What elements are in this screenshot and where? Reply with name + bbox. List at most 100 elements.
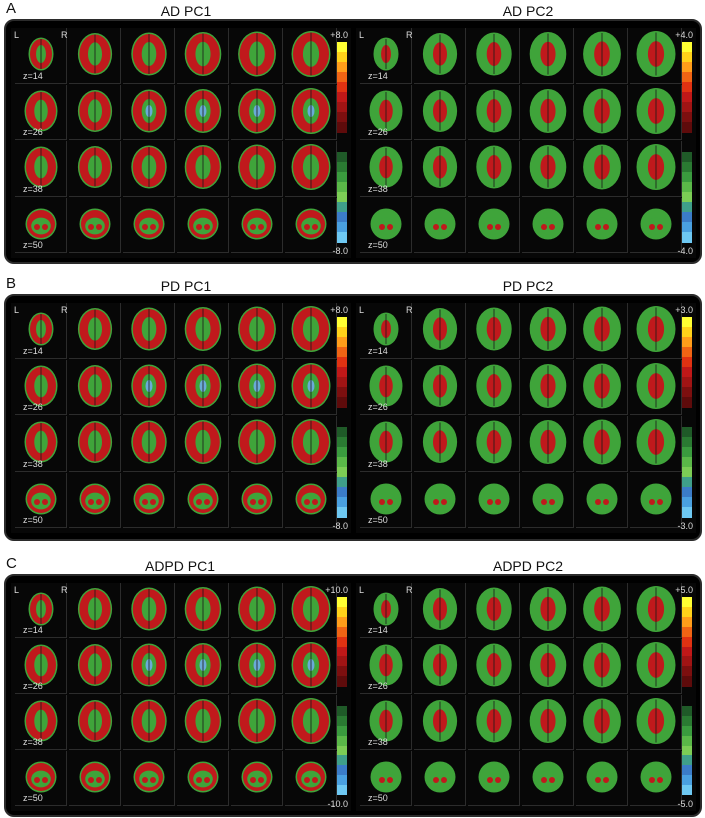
brain-slice [184,307,222,351]
brain-slice-cell [414,28,466,84]
colorbar-segment [682,112,692,123]
brain-slice [131,145,167,189]
brain-slice-cell [69,639,121,694]
brain-slice-cell [414,303,466,359]
brain-slice-cell [231,303,283,359]
colorbar-segment [337,755,347,766]
brain-slice [291,31,331,77]
brain-slice [424,208,456,239]
brain-slice-cell [468,695,520,750]
right-orientation-label: R [406,30,413,40]
brain-slice-cell [231,197,283,253]
brain-slice-cell [231,472,283,528]
brain-slice-cell [15,472,67,528]
brain-slice [583,698,621,744]
brain-slice [79,483,111,514]
z-label: z=38 [368,183,388,194]
brain-slice [187,761,219,793]
z-label: z=26 [368,681,388,691]
colorbar-segment [337,72,347,83]
brain-slice-cell [69,472,121,528]
brain-slice-cell [522,472,574,528]
brain-slice [24,644,58,686]
brain-slice-cell [177,28,229,84]
brain-slice-cell [285,197,337,253]
brain-slice [640,208,672,239]
brain-slice-cell [414,141,466,197]
brain-slice [131,364,167,407]
right-orientation-label: R [61,585,68,595]
brain-slice [133,761,165,793]
colorbar-segment [337,102,347,113]
brain-slice-cell [177,141,229,197]
brain-slice-cell [414,84,466,140]
colorbar-segment [682,785,692,796]
brain-slice [583,642,621,688]
brain-slice-cell [576,583,628,638]
z-label: z=14 [23,70,43,81]
brain-slice-cell [360,84,412,140]
colorbar [337,597,347,796]
brain-slice-cell [177,472,229,528]
colorbar-segment [337,347,347,358]
z-label: z=26 [368,127,388,137]
brain-slice [295,208,327,239]
brain-slice [636,698,676,744]
colorbar-segment [337,182,347,193]
colorbar-segment [337,192,347,203]
brain-slice-cell [468,416,520,472]
colorbar-segment [337,62,347,73]
left-orientation-label: L [14,585,20,595]
colorbar-segment [682,192,692,203]
brain-slice-cell [468,303,520,359]
brain-slice-cell [285,84,337,140]
colorbar-segment [682,212,692,223]
colorbar-segment [682,477,692,488]
brain-slice-cell [522,751,574,806]
brain-slice [238,698,276,744]
brain-slice [529,643,567,687]
brain-slice [586,761,618,793]
colorbar-segment [337,202,347,213]
colorbar-segment [682,337,692,348]
colorbar-segment [682,222,692,233]
colorbar-segment [682,102,692,113]
colorbar-segment [682,347,692,358]
brain-slice [476,643,512,687]
brain-slice-cell [360,303,412,359]
brain-slice-cell [468,359,520,415]
colorbar-segment [682,656,692,667]
colorbar-segment [337,725,347,737]
brain-slice-cell [123,583,175,638]
brain-slice-cell [522,141,574,197]
brain-slice-cell [576,84,628,140]
brain-slice-cell [177,583,229,638]
brain-slice [131,307,167,351]
colorbar [682,597,692,796]
colorbar-segment [337,715,347,727]
brain-slice [369,90,403,131]
brain-slice [131,699,167,743]
section-letter: A [6,0,17,17]
brain-slice-cell [576,28,628,84]
colorbar-segment [682,765,692,776]
brain-slice [241,761,273,793]
brain-slice-cell [522,197,574,253]
brain-slice-cell [360,141,412,197]
z-label: z=26 [23,681,43,691]
brain-slice-cell [576,639,628,694]
brain-slice [24,146,58,188]
brain-slice-cell [285,583,337,638]
brain-slice [370,208,402,239]
brain-slice-cell [285,472,337,528]
colorbar-segment [682,427,692,438]
z-label: z=14 [368,70,388,81]
brain-slice-cell [576,303,628,359]
brain-slice-cell [123,472,175,528]
brain-slice-cell [123,28,175,84]
z-label: z=14 [368,625,388,635]
colorbar-segment [682,42,692,53]
brain-slice [77,644,113,686]
section-b: B PD PC1 PD PC2 z=14 z=26 z=38 z=50 L R +8.0 -8… [0,275,705,543]
colorbar-segment [337,656,347,667]
